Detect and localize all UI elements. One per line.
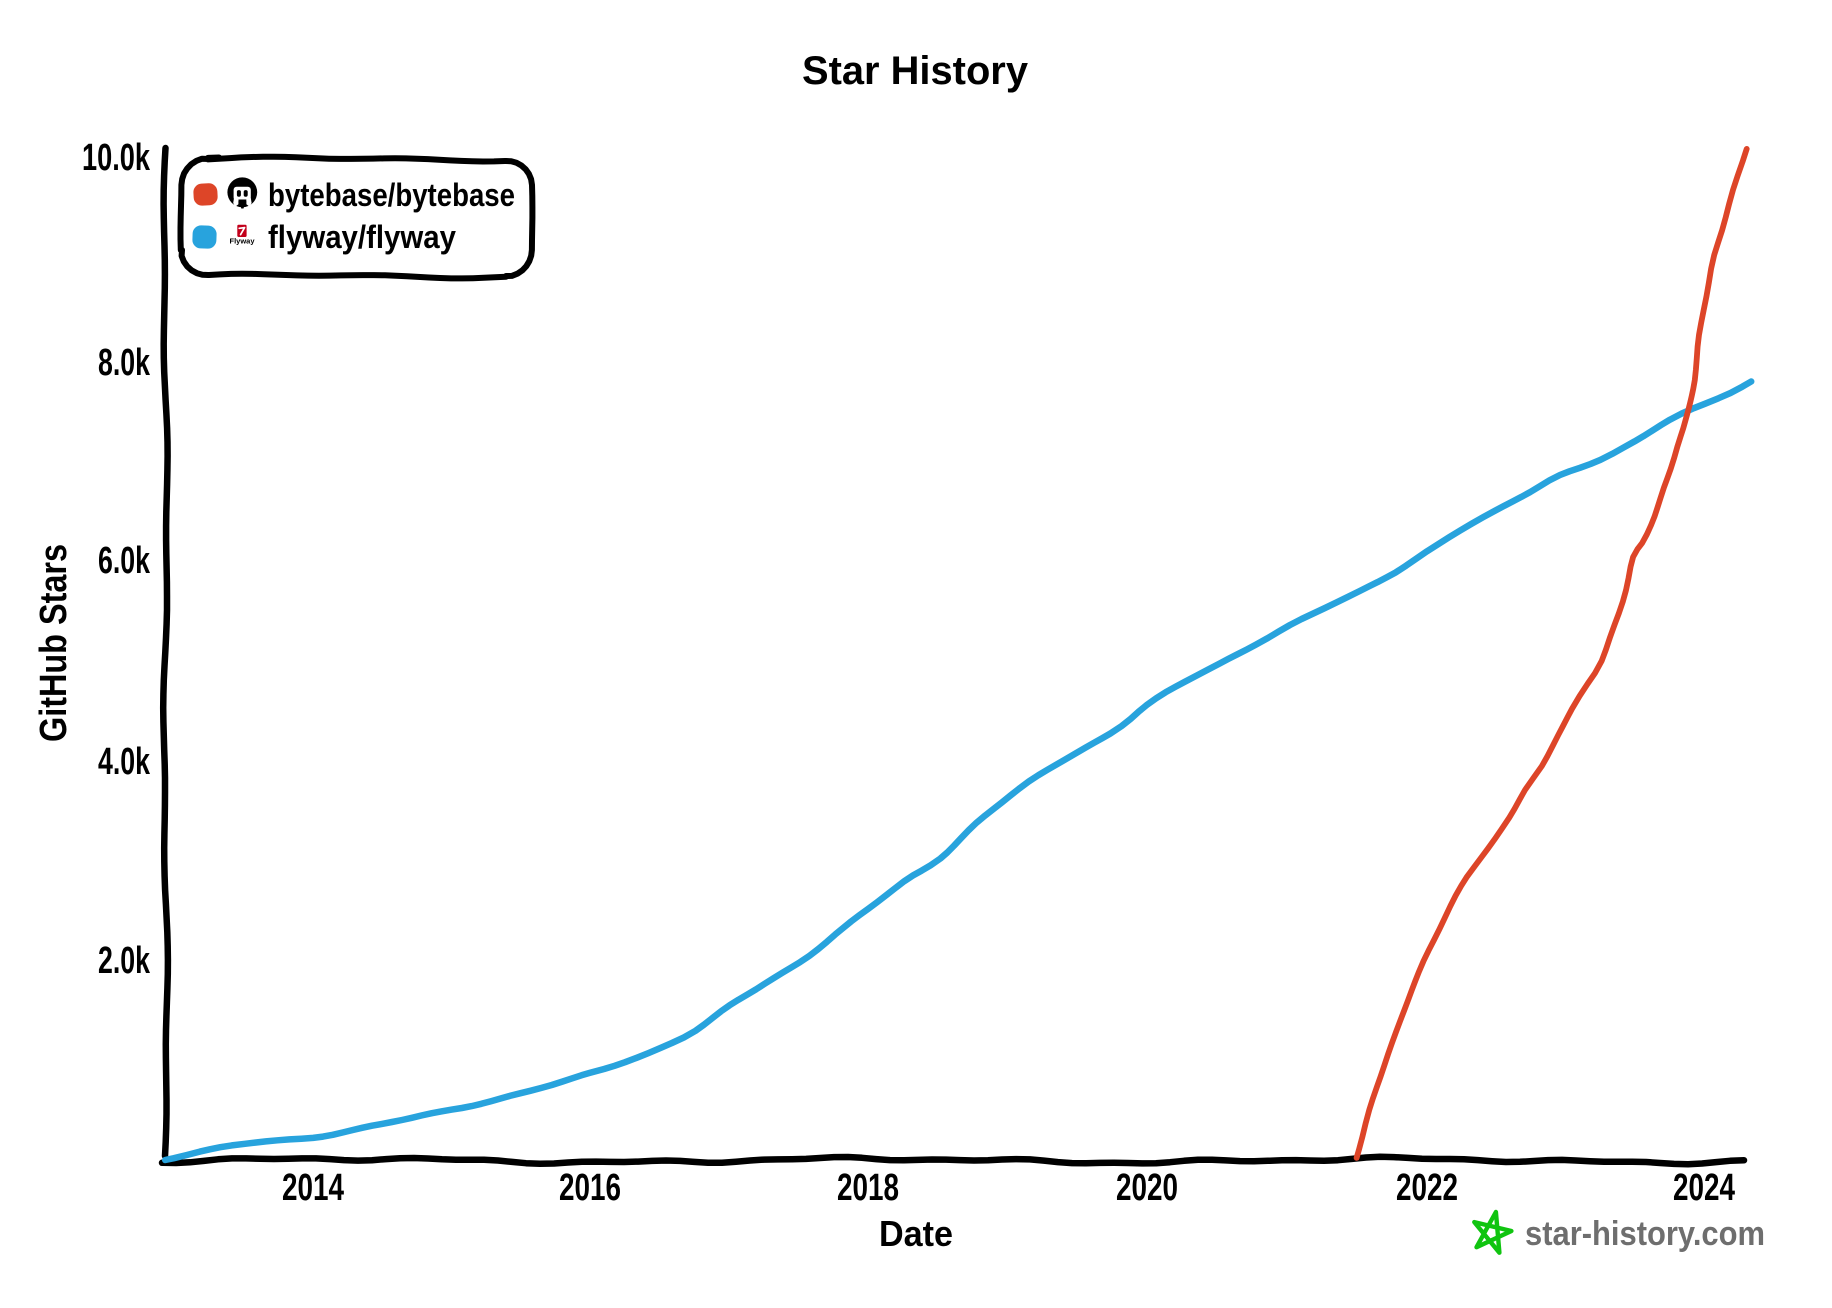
svg-text:10.0k: 10.0k [82, 137, 151, 179]
svg-text:4.0k: 4.0k [98, 741, 151, 783]
svg-text:2016: 2016 [559, 1167, 621, 1209]
svg-text:2014: 2014 [282, 1167, 344, 1209]
svg-text:star-history.com: star-history.com [1525, 1215, 1765, 1253]
svg-text:2.0k: 2.0k [98, 940, 151, 982]
svg-text:bytebase/bytebase: bytebase/bytebase [268, 177, 515, 213]
svg-text:GitHub Stars: GitHub Stars [33, 544, 75, 742]
svg-text:2022: 2022 [1396, 1167, 1458, 1209]
svg-text:2018: 2018 [837, 1167, 899, 1209]
svg-text:2020: 2020 [1116, 1167, 1178, 1209]
svg-text:6.0k: 6.0k [98, 540, 151, 582]
svg-text:flyway/flyway: flyway/flyway [268, 219, 456, 255]
svg-text:Flyway: Flyway [229, 237, 255, 246]
svg-text:Star History: Star History [802, 49, 1029, 93]
svg-text:8.0k: 8.0k [98, 342, 151, 384]
svg-text:2024: 2024 [1673, 1167, 1735, 1209]
svg-text:Date: Date [879, 1213, 953, 1254]
